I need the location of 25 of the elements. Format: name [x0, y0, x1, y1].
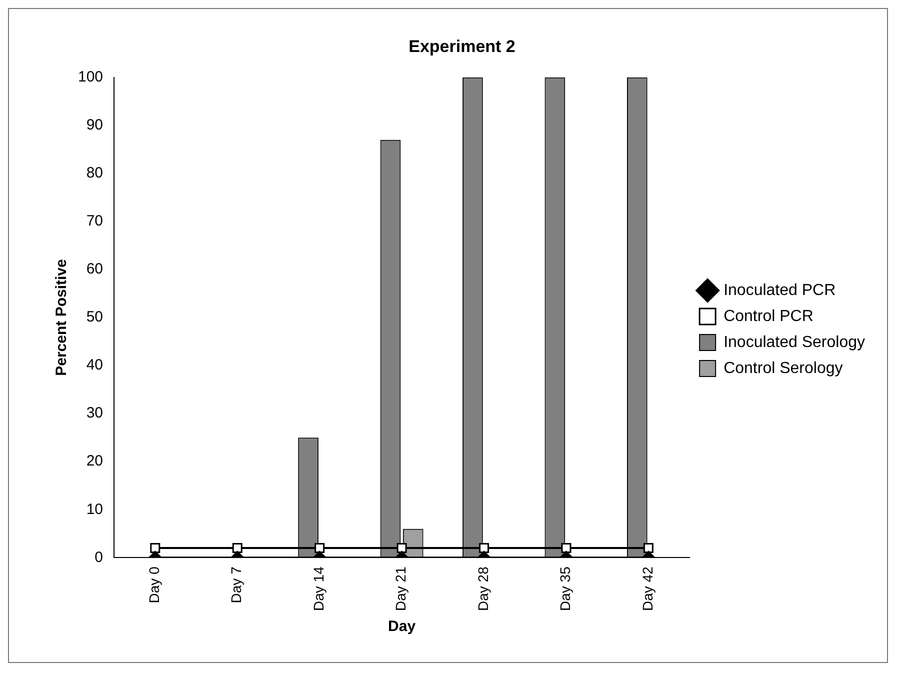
x-tick-label: Day 7 — [228, 566, 244, 604]
legend-label: Control Serology — [724, 360, 843, 377]
y-axis-title: Percent Positive — [53, 259, 70, 376]
y-tick-label: 80 — [86, 164, 104, 182]
x-tick-label: Day 0 — [146, 566, 162, 604]
y-tick-label: 50 — [86, 308, 104, 326]
x-tick-label: Day 35 — [557, 566, 574, 611]
y-tick-label: 40 — [86, 356, 104, 374]
y-tick-label: 20 — [86, 452, 104, 470]
y-tick-label: 30 — [86, 404, 104, 422]
y-tick-label: 10 — [86, 500, 104, 518]
x-tick-label: Day 21 — [392, 566, 409, 611]
y-tick-label: 60 — [86, 260, 104, 278]
x-tick-label: Day 28 — [474, 566, 491, 611]
chart-title: Experiment 2 — [408, 36, 516, 56]
x-tick-label: Day 14 — [310, 566, 326, 611]
legend-label: Inoculated PCR — [724, 282, 836, 299]
y-tick-label: 90 — [86, 116, 104, 134]
legend-label: Control PCR — [724, 308, 814, 325]
x-tick-label: Day 42 — [639, 566, 656, 611]
y-tick-label: 0 — [94, 548, 104, 566]
legend-label: Inoculated Serology — [724, 334, 866, 351]
x-axis-title: Day — [388, 618, 416, 636]
y-tick-label: 70 — [86, 212, 104, 230]
y-tick-label: 100 — [78, 68, 104, 86]
